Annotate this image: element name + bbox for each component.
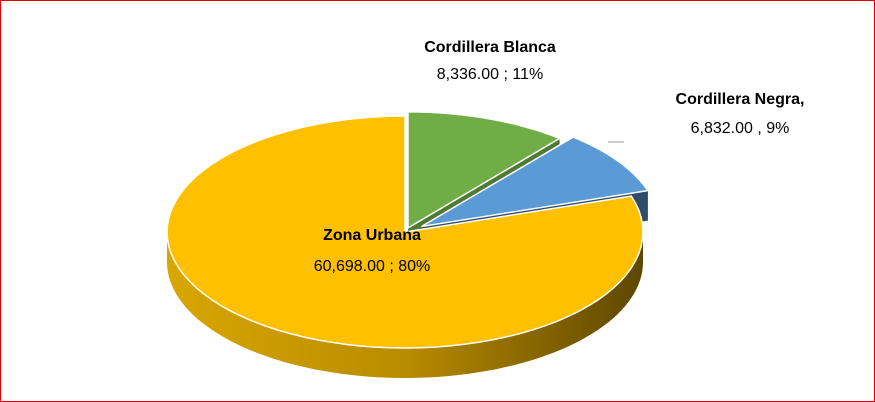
slice xyxy=(407,111,562,230)
slice-side xyxy=(167,232,643,378)
value-label: 60,698.00 ; 80% xyxy=(314,258,431,275)
category-label: Cordillera Negra, xyxy=(676,91,805,108)
value-label: 6,832.00 , 9% xyxy=(691,120,790,137)
value-label: 8,336.00 ; 11% xyxy=(437,66,543,83)
category-label: Cordillera Blanca xyxy=(424,39,556,56)
slice xyxy=(421,136,650,228)
slice xyxy=(166,115,644,349)
category-label: Zona Urbana xyxy=(323,227,421,244)
